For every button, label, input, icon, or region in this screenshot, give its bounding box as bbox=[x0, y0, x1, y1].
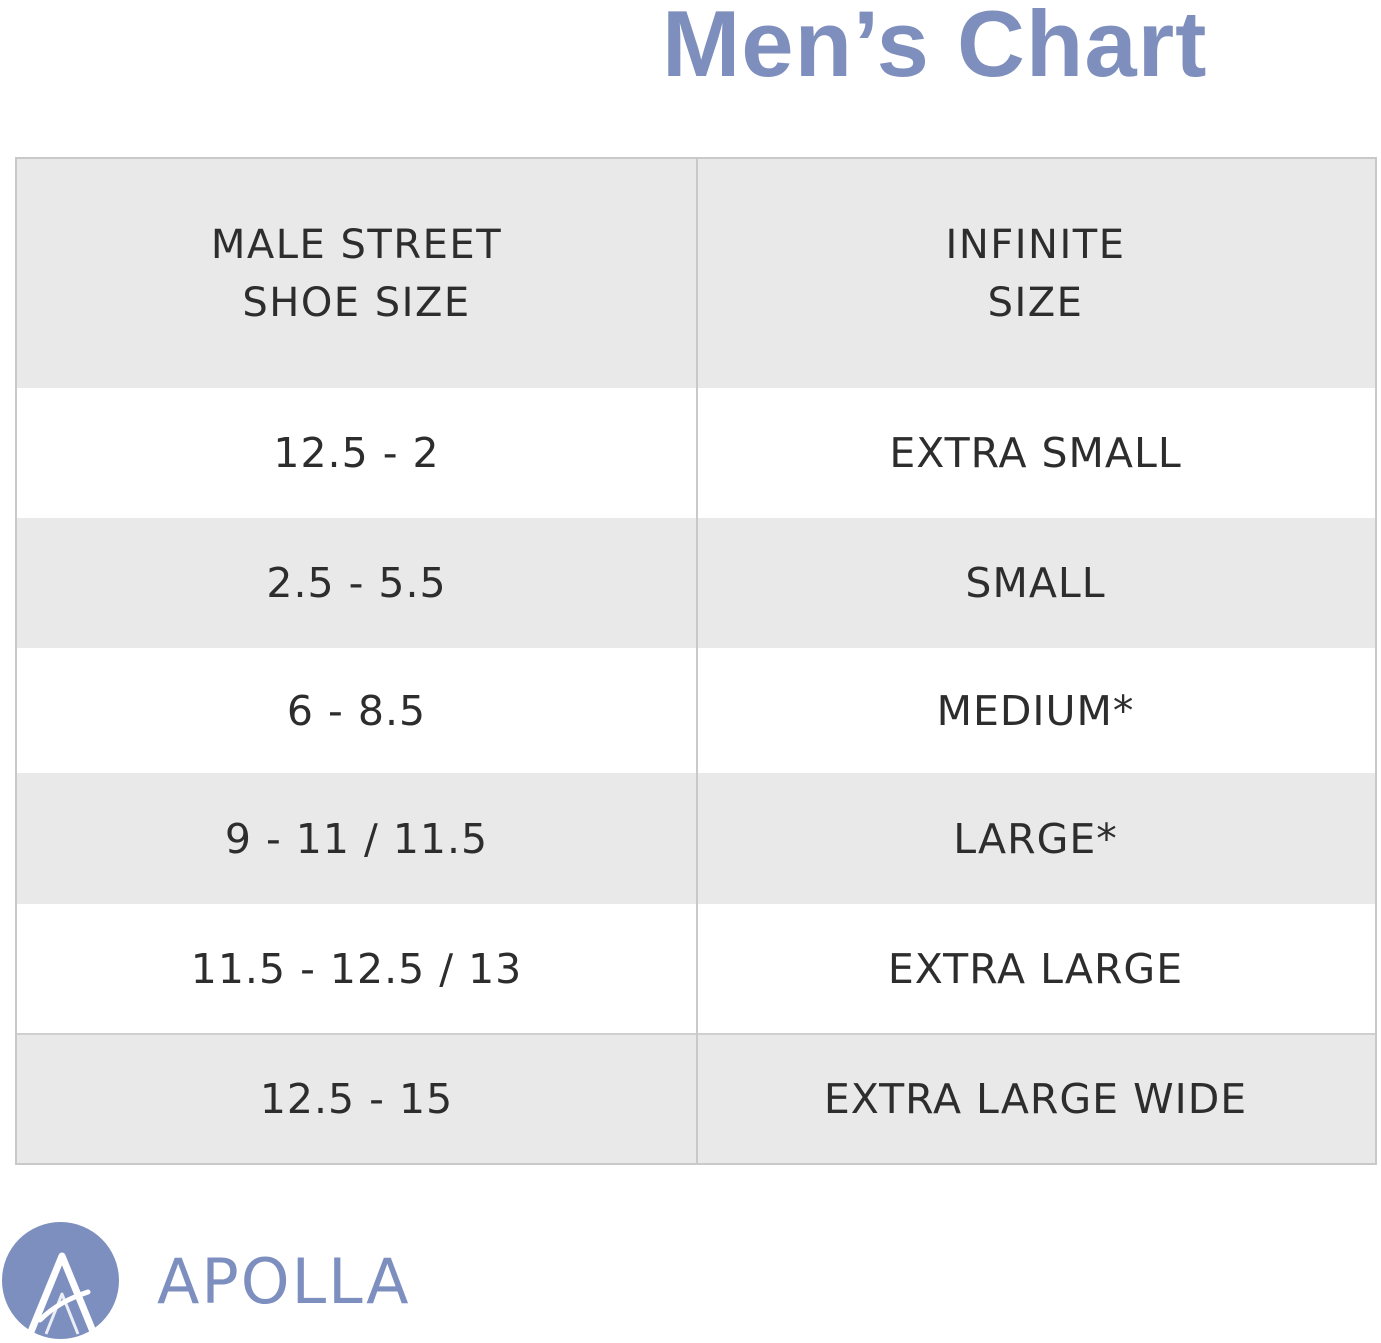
infinite-size-cell: LARGE* bbox=[953, 814, 1118, 863]
apolla-logo-icon bbox=[2, 1222, 119, 1339]
shoe-size-cell: 11.5 - 12.5 / 13 bbox=[190, 944, 523, 993]
column-divider bbox=[696, 159, 698, 1163]
size-chart-table: MALE STREET SHOE SIZE INFINITE SIZE 12.5… bbox=[15, 157, 1377, 1165]
infinite-size-cell: EXTRA LARGE bbox=[887, 944, 1184, 993]
infinite-size-cell: SMALL bbox=[965, 559, 1106, 607]
shoe-size-cell: 12.5 - 2 bbox=[273, 429, 440, 477]
brand-name: APOLLA bbox=[157, 1245, 411, 1318]
header-shoe-size: MALE STREET SHOE SIZE bbox=[17, 159, 696, 388]
header-shoe-size-line-1: MALE STREET bbox=[210, 221, 503, 268]
shoe-size-cell: 12.5 - 15 bbox=[259, 1075, 454, 1123]
shoe-size-cell: 9 - 11 / 11.5 bbox=[224, 814, 489, 863]
infinite-size-cell: MEDIUM* bbox=[936, 686, 1135, 735]
header-shoe-size-line-2: SHOE SIZE bbox=[242, 279, 471, 326]
header-infinite-size-line-2: SIZE bbox=[987, 279, 1084, 326]
shoe-size-cell: 6 - 8.5 bbox=[286, 686, 427, 735]
infinite-size-cell: EXTRA LARGE WIDE bbox=[823, 1075, 1248, 1123]
apolla-logo-mark bbox=[26, 1252, 98, 1338]
shoe-size-cell: 2.5 - 5.5 bbox=[266, 559, 447, 607]
header-infinite-size-line-1: INFINITE bbox=[945, 221, 1126, 268]
infinite-size-cell: EXTRA SMALL bbox=[889, 429, 1182, 477]
page-title: Men’s Chart bbox=[662, 0, 1208, 96]
header-infinite-size: INFINITE SIZE bbox=[696, 159, 1375, 388]
